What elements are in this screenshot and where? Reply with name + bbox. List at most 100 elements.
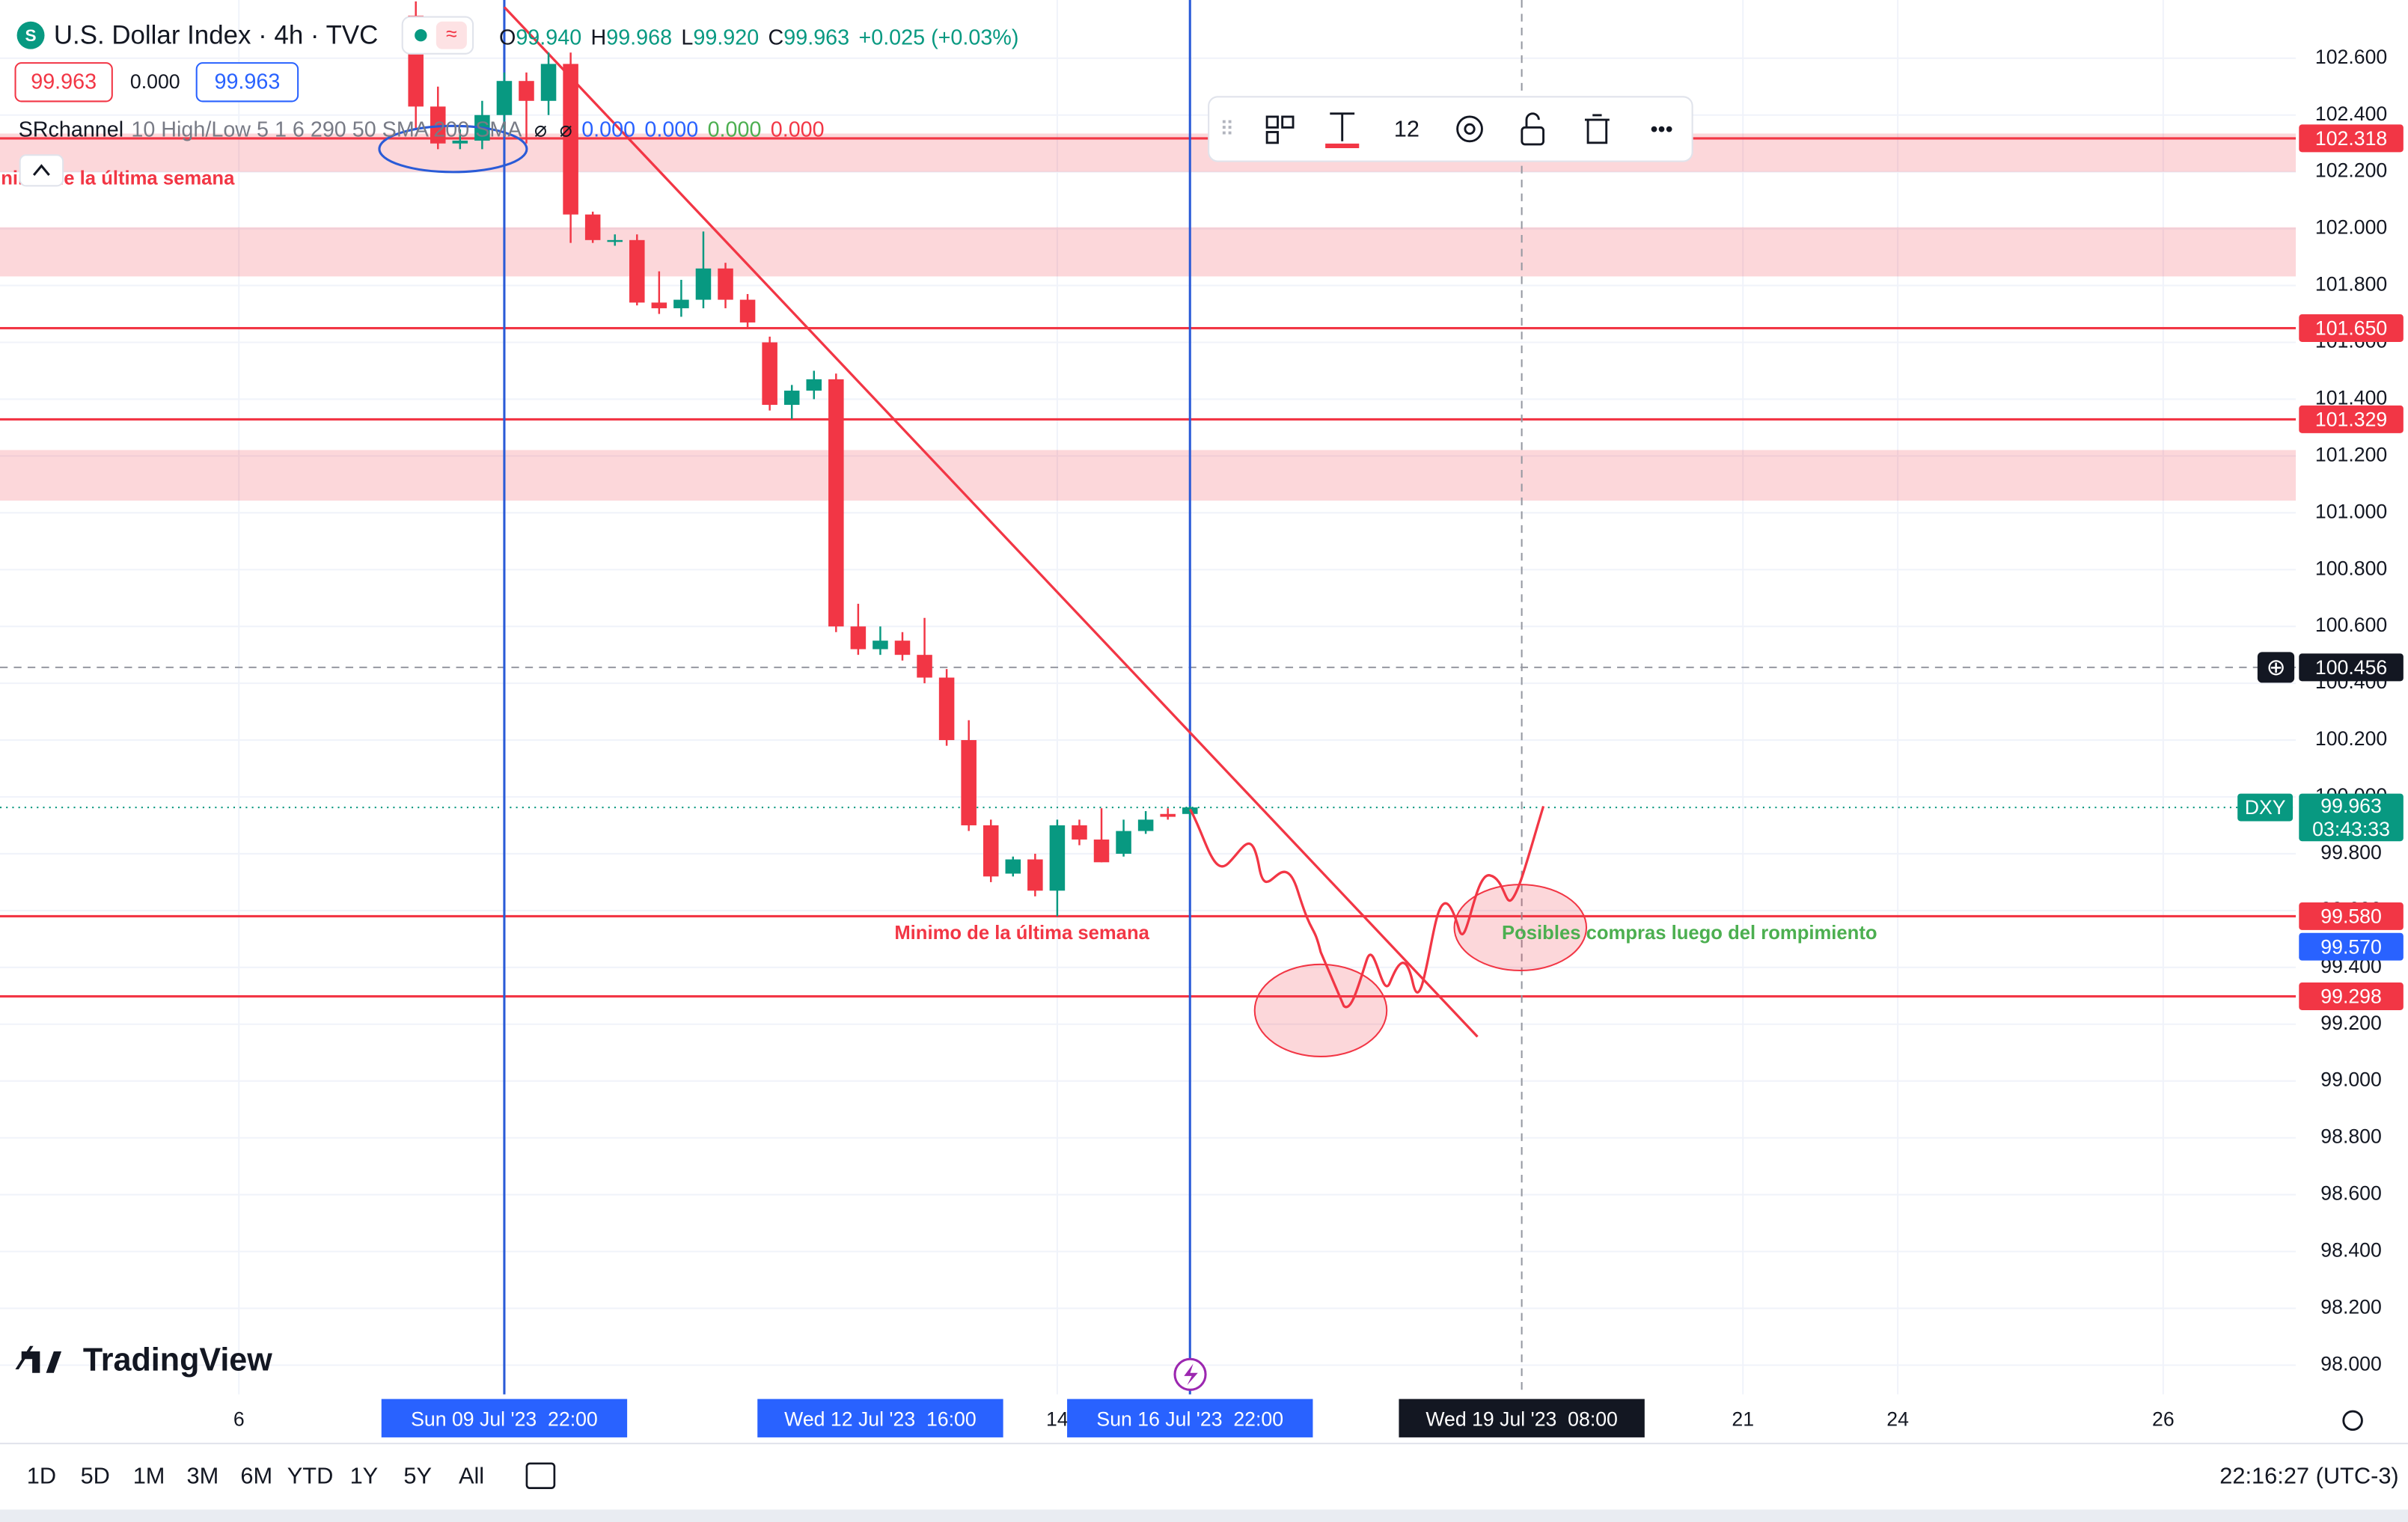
status-icon-glyph: ≈ (446, 22, 457, 45)
axis-settings[interactable] (2342, 1410, 2363, 1431)
level-label: 102.318 (2315, 127, 2387, 150)
candle-body (584, 214, 601, 240)
y-tick-label: 102.600 (2315, 46, 2387, 68)
candle-body (961, 740, 977, 825)
candle-body (718, 268, 733, 300)
candle-body (629, 239, 645, 303)
level-label: 99.298 (2320, 985, 2382, 1008)
ui: S U.S. Dollar Index · 4h · TVC ≈ O99.940… (0, 16, 2408, 1522)
y-tick-label: 100.200 (2315, 727, 2387, 750)
crosshair-add-box[interactable] (2257, 652, 2295, 683)
template-icon[interactable] (1281, 115, 1295, 129)
level-label-box (2299, 982, 2404, 1010)
range-button[interactable]: 5Y (403, 1462, 432, 1488)
font-size[interactable]: 12 (1394, 116, 1420, 142)
countdown: 03:43:33 (2312, 818, 2390, 840)
icon: ⌀ (560, 117, 572, 141)
crosshair-x-label: Wed 19 Jul '23 08:00 (1425, 1408, 1618, 1430)
candle-body (496, 81, 513, 115)
ellipse (378, 124, 528, 174)
lock-icon[interactable] (1521, 126, 1544, 146)
range-button[interactable]: 3M (187, 1462, 219, 1488)
settings-icon[interactable] (1464, 123, 1476, 135)
zone (0, 227, 2297, 277)
alert-label: 99.570 (2320, 935, 2382, 958)
indicator-value: 0.000 (771, 117, 825, 141)
brand-icon (21, 1351, 62, 1373)
crosshair-y-label-box (2299, 653, 2404, 682)
crosshair-add-icon: ⊕ (2267, 654, 2286, 680)
range-button[interactable]: 1Y (350, 1462, 379, 1488)
date-range-icon[interactable] (525, 1462, 556, 1489)
settings-icon[interactable] (1456, 115, 1483, 143)
y-tick-label: 99.800 (2320, 841, 2382, 864)
ohlc-value: 99.968 (606, 25, 672, 49)
lines (0, 0, 2297, 1395)
y-tick-label: 100.600 (2315, 614, 2387, 636)
candle-body (1160, 813, 1176, 817)
icon: ⌀ (534, 117, 547, 141)
template-icon[interactable] (1265, 115, 1279, 129)
candle-body (519, 81, 534, 101)
vertical-line-label-box (381, 1399, 628, 1437)
ellipse (1253, 963, 1388, 1057)
status-icon (436, 21, 467, 49)
text-color-icon[interactable] (1330, 112, 1355, 141)
sell-button[interactable] (14, 62, 113, 103)
more-icon[interactable]: ••• (1650, 117, 1672, 141)
collapse-button[interactable] (19, 154, 64, 187)
y-tick-label: 101.400 (2315, 386, 2387, 409)
y-tick-label: 98.000 (2320, 1352, 2382, 1375)
alert-label-box (2299, 932, 2404, 961)
template-icon[interactable] (1265, 131, 1279, 144)
candle-body (762, 342, 777, 406)
y-tick-label: 100.800 (2315, 557, 2387, 579)
sell-price: 99.963 (31, 70, 97, 94)
vertical-line-label-box (1067, 1399, 1313, 1437)
drag-handle[interactable]: ⠿ (1220, 117, 1235, 140)
range-button[interactable]: All (459, 1462, 484, 1488)
level-label-box (2299, 314, 2404, 342)
brand-name: TradingView (83, 1342, 272, 1378)
y-tick-label: 98.400 (2320, 1239, 2382, 1262)
candle-body (917, 655, 932, 678)
symbol-title: U.S. Dollar Index · 4h · TVC (54, 20, 379, 49)
candles (408, 1, 1198, 917)
candle-body (651, 302, 667, 308)
candle-body (783, 391, 800, 406)
zone (0, 133, 2297, 172)
candle-body (828, 379, 844, 627)
candle-body (1072, 825, 1087, 840)
candle-body (695, 268, 712, 300)
range-button[interactable]: 1M (133, 1462, 165, 1488)
ohlc-key: H (590, 25, 606, 49)
last-price-box (2299, 793, 2404, 842)
x-tick-label: 21 (1732, 1408, 1754, 1430)
price-axis (2296, 0, 2408, 1395)
freehand-path (1189, 805, 1545, 1009)
y-tick-label: 99.000 (2320, 1069, 2382, 1091)
ohlc-value: 99.963 (783, 25, 849, 49)
zones (0, 133, 2297, 501)
candle-body (1049, 825, 1066, 891)
ohlc: O99.940 H99.968 L99.920 C99.963 +0.025 (+0.0… (499, 25, 1018, 49)
lock-icon[interactable] (1525, 112, 1540, 128)
level-label: 101.650 (2315, 317, 2387, 340)
bottom-strip (0, 1509, 2408, 1522)
crosshair-y-label: 100.456 (2315, 656, 2387, 679)
buy-button[interactable] (195, 62, 299, 103)
spread: 0.000 (130, 70, 180, 93)
range-button[interactable]: 1D (27, 1462, 56, 1488)
range-button[interactable]: 6M (240, 1462, 272, 1488)
ohlc-value: 99.920 (693, 25, 759, 49)
candle-body (1137, 819, 1154, 831)
candle-body (850, 626, 867, 650)
buy-price: 99.963 (214, 70, 280, 94)
y-tick-label: 101.000 (2315, 500, 2387, 522)
range-button[interactable]: YTD (287, 1462, 334, 1488)
range-button[interactable]: 5D (81, 1462, 110, 1488)
ellipse (1453, 884, 1588, 972)
delete-icon[interactable] (1584, 114, 1610, 144)
candle-body (607, 239, 623, 242)
